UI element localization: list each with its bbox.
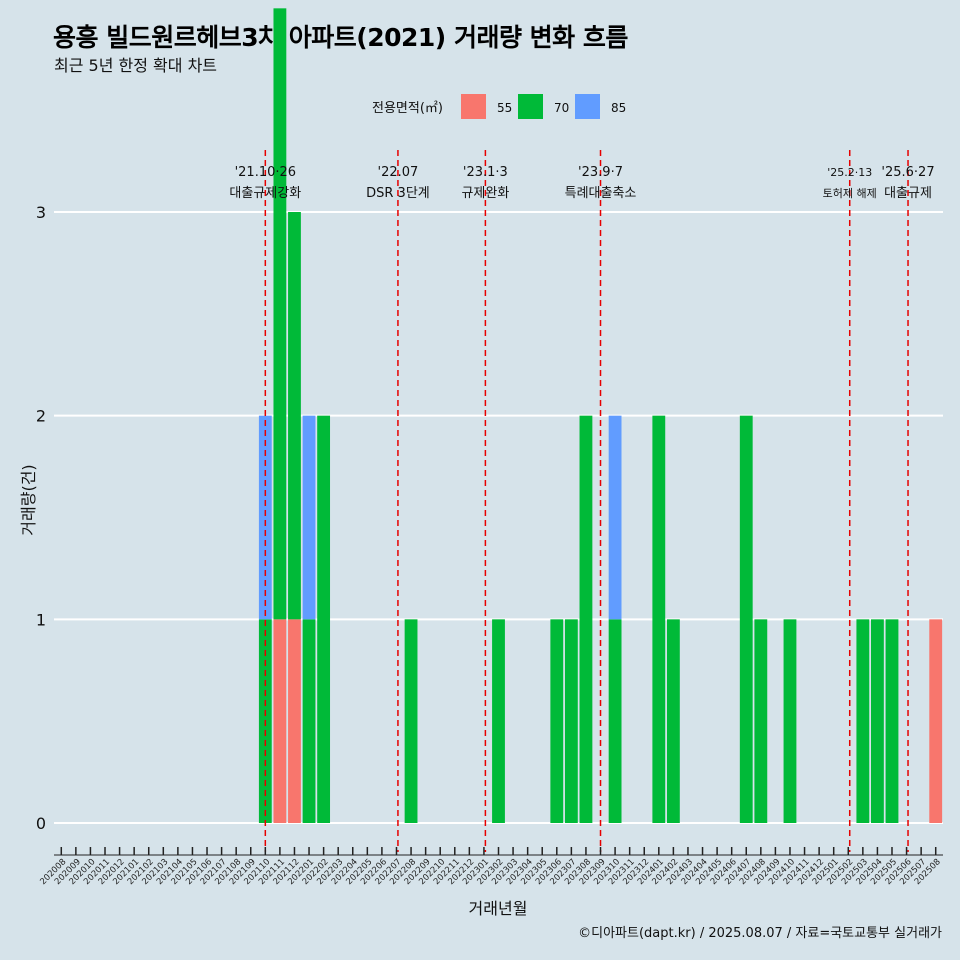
bar-55-202112 — [288, 619, 301, 823]
x-axis-label: 거래년월 — [469, 899, 528, 918]
bar-70-202505 — [885, 619, 899, 823]
bar-70-202407 — [739, 415, 753, 823]
bar-85-202201 — [302, 415, 316, 620]
bar-70-202402 — [666, 619, 680, 823]
event-date-label: '23.1·3 — [463, 165, 508, 180]
bar-70-202306 — [550, 619, 564, 823]
chart-title: 용흥 빌드원르헤브3차 아파트(2021) 거래량 변화 흐름 — [53, 23, 628, 52]
y-tick-label: 2 — [36, 407, 46, 426]
bar-70-202408 — [754, 619, 768, 823]
event-text-label: 대출규제 — [884, 186, 932, 201]
bar-85-202310 — [608, 415, 622, 620]
legend-label-70: 70 — [554, 101, 569, 115]
event-date-label: '22.07 — [378, 165, 419, 180]
bar-85-202110 — [258, 415, 272, 620]
event-text-label: 특례대출축소 — [565, 186, 637, 201]
bar-70-202504 — [871, 619, 884, 823]
event-date-label: '23.9·7 — [578, 165, 623, 180]
source-caption: ©디아파트(dapt.kr) / 2025.08.07 / 자료=국토교통부 실… — [578, 926, 942, 941]
legend-title: 전용면적(㎡) — [372, 101, 443, 116]
legend-swatch-70 — [518, 94, 543, 119]
bar-70-202310 — [608, 619, 622, 823]
bar-55-202508 — [929, 619, 943, 823]
bar-70-202201 — [302, 619, 316, 823]
bar-70-202302 — [492, 619, 505, 823]
bar-70-202308 — [579, 415, 593, 823]
event-text-label: 대출규제강화 — [229, 186, 301, 201]
legend-label-55: 55 — [497, 101, 512, 115]
bar-70-202111 — [273, 8, 287, 620]
y-axis-label: 거래량(건) — [19, 464, 38, 535]
y-tick-label: 1 — [36, 610, 46, 629]
bar-70-202401 — [652, 415, 666, 823]
event-date-label: '25.6·27 — [881, 165, 934, 180]
bar-70-202410 — [783, 619, 797, 823]
y-tick-label: 3 — [36, 203, 46, 222]
bar-70-202208 — [404, 619, 418, 823]
chart-subtitle: 최근 5년 한정 확대 차트 — [54, 56, 218, 75]
legend-swatch-55 — [461, 94, 486, 119]
bar-70-202202 — [317, 415, 331, 823]
y-tick-label: 0 — [36, 814, 46, 833]
event-date-label: '21.10·26 — [235, 165, 296, 180]
legend-swatch-85 — [575, 94, 600, 119]
axis-layer: 0123202008202009202010202011202012202101… — [36, 203, 943, 887]
bar-55-202111 — [273, 619, 287, 823]
legend-label-85: 85 — [611, 101, 626, 115]
bar-70-202503 — [856, 619, 870, 823]
event-text-label: DSR 3단계 — [366, 186, 430, 201]
event-layer: '21.10·26 대출규제강화 '22.07 DSR 3단계 '23.1·3 규제완화 '… — [229, 150, 935, 852]
event-date-label: '25.2·13 — [827, 166, 872, 179]
bar-70-202112 — [288, 212, 301, 620]
event-text-label: 토허제 해제 — [823, 186, 877, 200]
event-text-label: 규제완화 — [461, 186, 509, 201]
legend-layer: 전용면적(㎡) 55 70 85 — [372, 94, 626, 119]
bar-70-202307 — [564, 619, 578, 823]
